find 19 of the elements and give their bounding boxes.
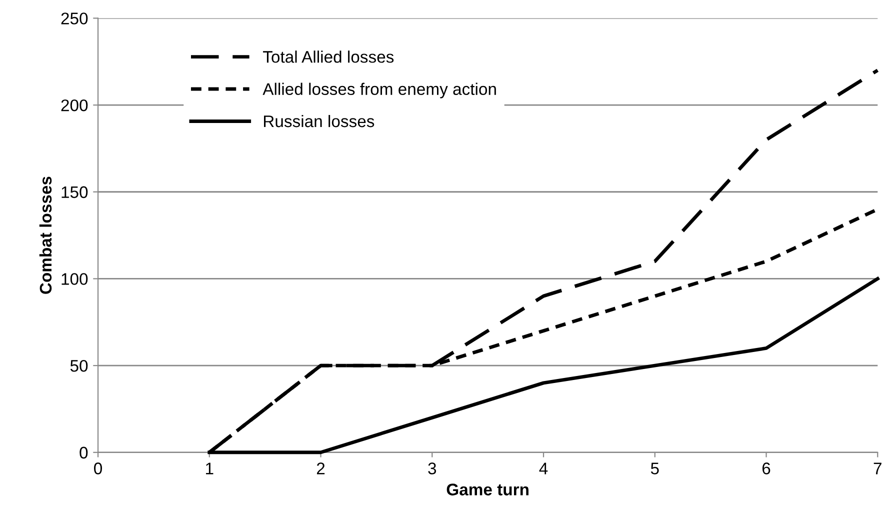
x-tick-label: 5 (650, 462, 659, 474)
legend-label: Total Allied losses (263, 50, 394, 63)
x-tick-label: 4 (539, 462, 548, 474)
y-tick-label: 250 (61, 12, 88, 24)
legend-label: Russian losses (264, 114, 374, 128)
y-tick-label: 0 (80, 446, 88, 459)
y-tick-label: 100 (62, 273, 88, 285)
x-tick-label: 6 (762, 462, 770, 474)
y-tick-label: 200 (61, 99, 88, 112)
y-tick-label: 50 (70, 360, 88, 372)
y-axis-title: Combat losses (39, 176, 52, 294)
x-tick-label: 7 (874, 462, 882, 474)
y-tick-label: 150 (62, 186, 88, 198)
x-tick-label: 0 (94, 462, 102, 474)
x-axis-title: Game turn (446, 484, 528, 496)
x-tick-label: 1 (206, 462, 214, 474)
legend-label: Allied losses from enemy action (262, 82, 496, 98)
x-tick-label: 3 (428, 462, 436, 474)
x-tick-label: 2 (316, 462, 325, 474)
